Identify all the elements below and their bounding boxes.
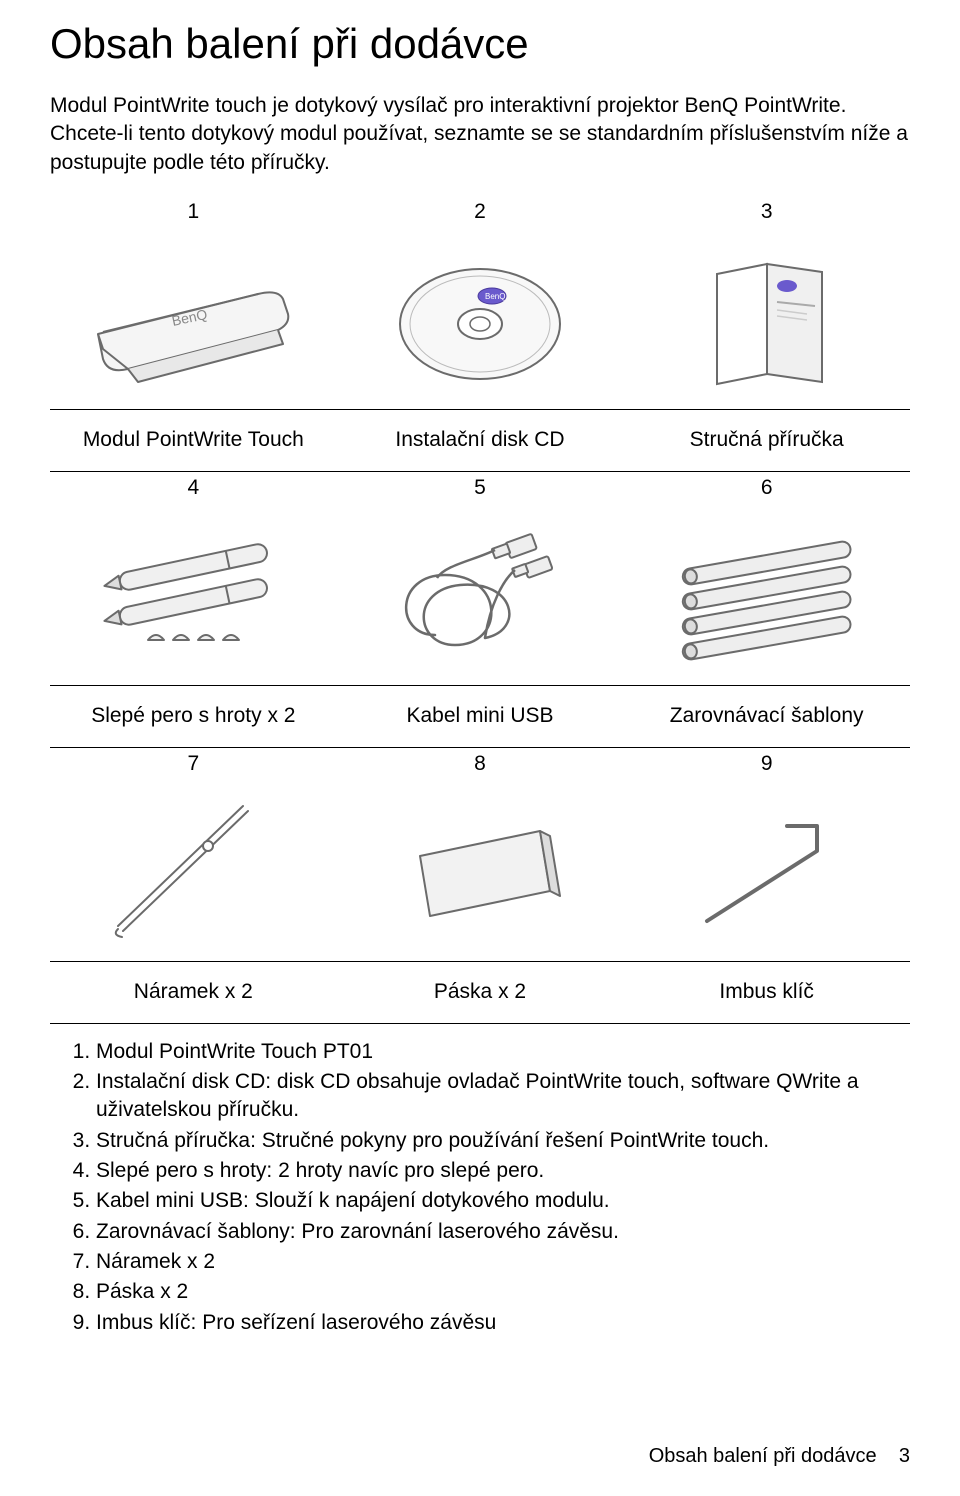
contents-grid: 1 2 3 BenQ Be bbox=[50, 195, 910, 1024]
item-illustration: BenQ bbox=[337, 229, 624, 409]
list-item: Zarovnávací šablony: Pro zarovnání laser… bbox=[96, 1218, 910, 1246]
item-label: Modul PointWrite Touch bbox=[50, 409, 337, 471]
intro-paragraph: Modul PointWrite touch je dotykový vysíl… bbox=[50, 92, 910, 177]
item-illustration: BenQ bbox=[50, 229, 337, 409]
item-number: 6 bbox=[623, 471, 910, 505]
item-number: 3 bbox=[623, 195, 910, 229]
item-illustration bbox=[623, 781, 910, 961]
item-number: 2 bbox=[337, 195, 624, 229]
item-label: Kabel mini USB bbox=[337, 685, 624, 747]
item-label: Imbus klíč bbox=[623, 961, 910, 1023]
item-number: 1 bbox=[50, 195, 337, 229]
list-item: Náramek x 2 bbox=[96, 1248, 910, 1276]
item-number: 8 bbox=[337, 747, 624, 781]
item-number: 7 bbox=[50, 747, 337, 781]
item-label: Slepé pero s hroty x 2 bbox=[50, 685, 337, 747]
item-number: 9 bbox=[623, 747, 910, 781]
footer-label: Obsah balení při dodávce bbox=[649, 1445, 877, 1467]
item-label: Páska x 2 bbox=[337, 961, 624, 1023]
item-label: Náramek x 2 bbox=[50, 961, 337, 1023]
list-item: Imbus klíč: Pro seřízení laserového závě… bbox=[96, 1309, 910, 1337]
description-list: Modul PointWrite Touch PT01 Instalační d… bbox=[50, 1038, 910, 1337]
item-illustration bbox=[337, 781, 624, 961]
list-item: Modul PointWrite Touch PT01 bbox=[96, 1038, 910, 1066]
item-number: 4 bbox=[50, 471, 337, 505]
page-footer: Obsah balení při dodávce 3 bbox=[649, 1445, 910, 1468]
list-item: Stručná příručka: Stručné pokyny pro pou… bbox=[96, 1127, 910, 1155]
item-illustration bbox=[623, 505, 910, 685]
item-label: Zarovnávací šablony bbox=[623, 685, 910, 747]
page-title: Obsah balení při dodávce bbox=[50, 20, 910, 68]
list-item: Páska x 2 bbox=[96, 1278, 910, 1306]
item-label: Instalační disk CD bbox=[337, 409, 624, 471]
item-number: 5 bbox=[337, 471, 624, 505]
item-illustration bbox=[337, 505, 624, 685]
item-illustration bbox=[50, 781, 337, 961]
item-illustration bbox=[623, 229, 910, 409]
svg-text:BenQ: BenQ bbox=[485, 292, 505, 301]
list-item: Slepé pero s hroty: 2 hroty navíc pro sl… bbox=[96, 1157, 910, 1185]
item-label: Stručná příručka bbox=[623, 409, 910, 471]
list-item: Instalační disk CD: disk CD obsahuje ovl… bbox=[96, 1068, 910, 1125]
item-illustration bbox=[50, 505, 337, 685]
footer-page-number: 3 bbox=[899, 1445, 910, 1467]
list-item: Kabel mini USB: Slouží k napájení dotyko… bbox=[96, 1187, 910, 1215]
